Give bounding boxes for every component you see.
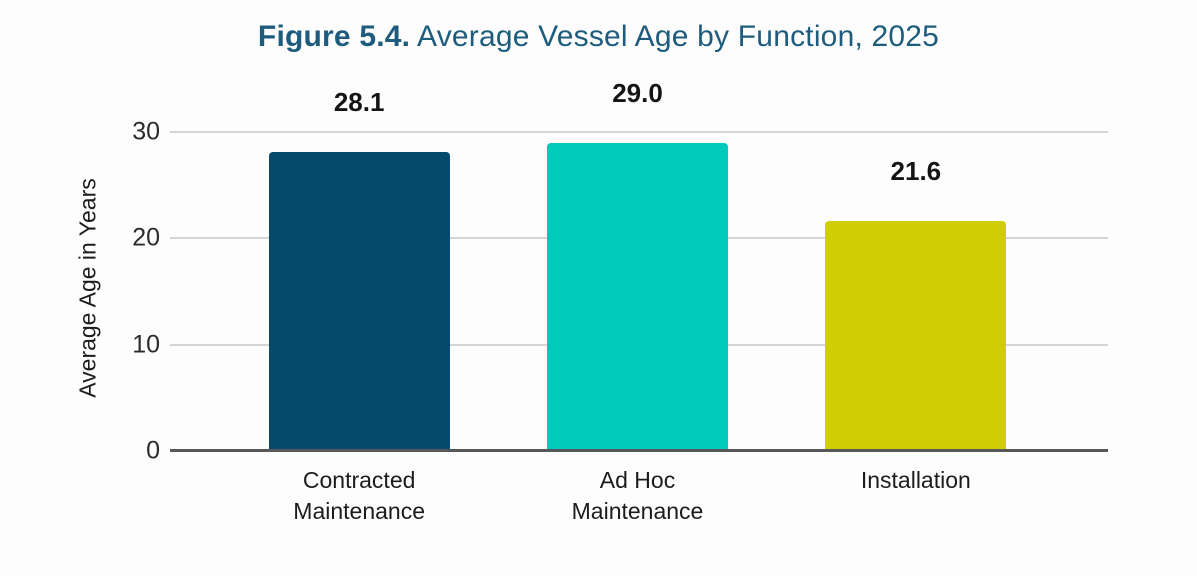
bar-installation	[825, 221, 1007, 451]
figure-title-text: Average Vessel Age by Function, 2025	[410, 20, 940, 53]
figure-title-prefix: Figure 5.4.	[257, 20, 411, 53]
bar-contracted-maintenance	[268, 152, 450, 451]
plot-area: 28.1 29.0 21.6	[170, 78, 1108, 452]
x-category-label-contracted-maintenance: Contracted Maintenance	[293, 467, 426, 525]
value-label-contracted-maintenance: 28.1	[333, 87, 385, 118]
y-tick-label-0: 0	[146, 436, 160, 465]
value-label-ad-hoc-maintenance: 29.0	[612, 77, 663, 108]
bar-ad-hoc-maintenance	[547, 142, 728, 451]
x-category-label-ad-hoc-maintenance: Ad Hoc Maintenance	[571, 467, 704, 525]
y-axis-title: Average Age in Years	[74, 178, 101, 398]
y-tick-label-10: 10	[132, 330, 160, 359]
value-label-installation: 21.6	[890, 156, 942, 187]
gridline-y-30	[170, 131, 1108, 133]
y-tick-label-30: 30	[132, 117, 160, 146]
x-category-label-installation: Installation	[860, 467, 971, 493]
figure-title: Figure 5.4. Average Vessel Age by Functi…	[0, 20, 1197, 54]
x-axis-baseline	[170, 449, 1108, 452]
y-tick-label-20: 20	[132, 223, 160, 252]
